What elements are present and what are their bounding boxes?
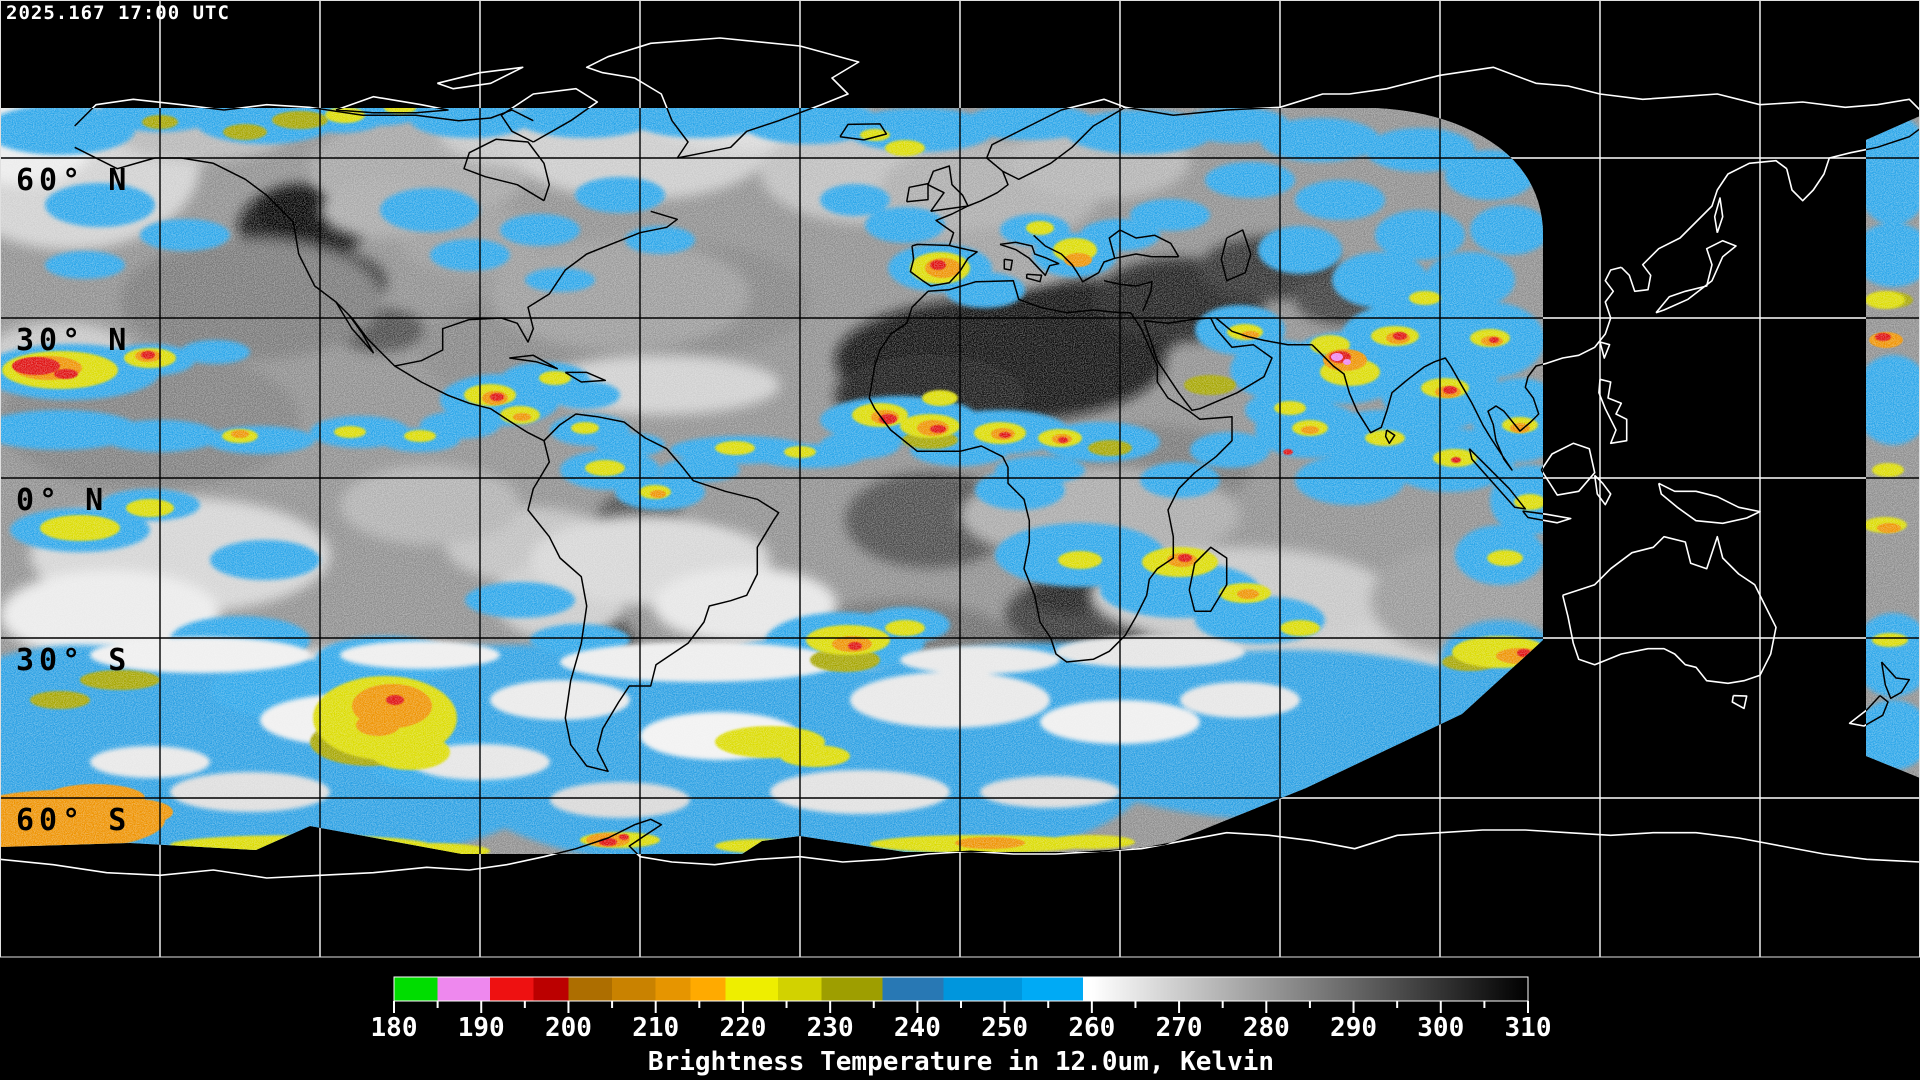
colorbar-tick-label: 230 bbox=[807, 1013, 854, 1043]
latitude-label: 60° N bbox=[16, 163, 132, 198]
colorbar-tick-label: 290 bbox=[1330, 1013, 1377, 1043]
colorbar-tick-label: 220 bbox=[719, 1013, 766, 1043]
colorbar-tick-label: 280 bbox=[1243, 1013, 1290, 1043]
colorbar-tick-label: 240 bbox=[894, 1013, 941, 1043]
satellite-composite-map: 2025.167 17:00 UTC 60° N 30° N 0° N 30° S 60… bbox=[0, 0, 1920, 958]
map-canvas bbox=[0, 0, 1920, 958]
timestamp-label: 2025.167 17:00 UTC bbox=[6, 2, 230, 24]
colorbar-tick-label: 200 bbox=[545, 1013, 592, 1043]
colorbar-tick-labels: 180 190 200 210 220 230 240 250 260 270 280 290 300 3… bbox=[371, 1013, 1552, 1043]
colorbar-tick-label: 260 bbox=[1068, 1013, 1115, 1043]
colorbar-ticks bbox=[393, 1001, 1529, 1013]
latitude-label: 30° N bbox=[16, 323, 132, 358]
colorbar-tick-label: 310 bbox=[1505, 1013, 1552, 1043]
colorbar-tick-label: 190 bbox=[458, 1013, 505, 1043]
colorbar-tick-label: 300 bbox=[1417, 1013, 1464, 1043]
colorbar-tick-label: 180 bbox=[371, 1013, 418, 1043]
colorbar-tick-label: 210 bbox=[632, 1013, 679, 1043]
latitude-label: 30° S bbox=[16, 643, 132, 678]
latitude-label: 0° N bbox=[16, 483, 109, 518]
colorbar-tick-label: 250 bbox=[981, 1013, 1028, 1043]
colorbar-gradient-bar bbox=[393, 976, 1529, 1002]
latitude-label: 60° S bbox=[16, 803, 132, 838]
colorbar-tick-label: 270 bbox=[1156, 1013, 1203, 1043]
temperature-colorbar: 180 190 200 210 220 230 240 250 260 270 280 290 300 3… bbox=[0, 958, 1920, 1080]
colorbar-title: Brightness Temperature in 12.0um, Kelvin bbox=[648, 1047, 1274, 1077]
